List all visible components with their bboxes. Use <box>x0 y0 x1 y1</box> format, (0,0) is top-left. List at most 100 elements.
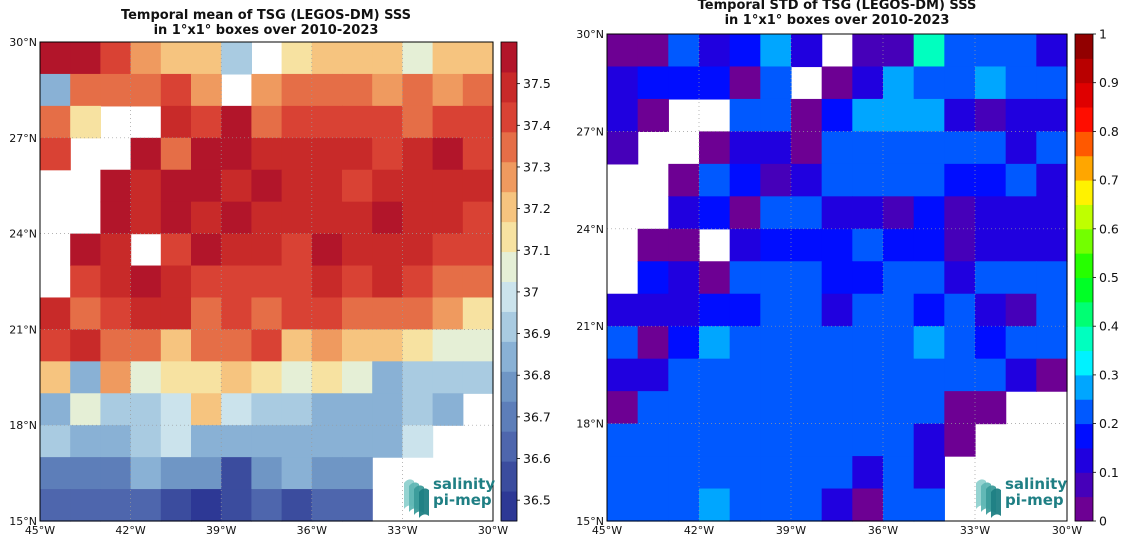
mean-grid-cell <box>251 169 283 203</box>
std-grid-cell <box>760 488 792 522</box>
std-grid-cell <box>975 163 1007 197</box>
mean-grid-cell <box>432 42 464 75</box>
mean-grid-cell <box>311 329 343 362</box>
mean-grid-cell <box>70 489 101 522</box>
std-grid-cell <box>913 358 945 392</box>
mean-grid-cell <box>251 329 283 362</box>
mean-grid-cell <box>342 169 373 203</box>
std-colorbar-tick-label: 0.1 <box>1099 465 1119 480</box>
mean-grid-cell <box>402 393 434 426</box>
mean-grid-cell <box>281 201 313 235</box>
std-grid-cell <box>699 34 731 68</box>
std-grid-cell <box>913 391 945 425</box>
std-grid-cell <box>913 163 945 197</box>
mean-grid-cell <box>462 297 494 330</box>
mean-grid-cell <box>70 329 101 362</box>
std-colorbar-swatch <box>1075 155 1093 181</box>
mean-grid-cell <box>402 233 434 267</box>
std-grid-cell <box>821 163 853 197</box>
pi-mep-waves-icon <box>976 479 1001 518</box>
std-colorbar-swatch <box>1075 423 1093 449</box>
std-grid-cell <box>944 423 976 457</box>
mean-grid-cell <box>70 233 101 267</box>
mean-grid-cell <box>402 329 434 362</box>
mean-grid-cell <box>130 265 162 299</box>
std-colorbar-tick-label: 0.8 <box>1099 124 1119 139</box>
mean-grid-cell <box>130 329 162 362</box>
std-colorbar-tick-label: 0 <box>1099 514 1107 529</box>
mean-grid-cell <box>191 265 222 299</box>
std-colorbar-swatch <box>1075 447 1093 473</box>
mean-grid-cell <box>311 201 343 235</box>
mean-grid-cell <box>281 297 313 330</box>
std-y-axis: 15°N 18°N 21°N 24°N 27°N 30°N <box>576 28 604 528</box>
std-colorbar-swatch <box>1075 58 1093 84</box>
mean-grid-cell <box>221 137 252 171</box>
mean-grid-cell <box>40 42 71 75</box>
mean-grid-cell <box>40 457 71 490</box>
mean-grid-cell <box>402 425 434 458</box>
mean-x-tick-label: 42°W <box>115 524 145 537</box>
std-grid-cell <box>1036 66 1068 100</box>
std-grid-cell <box>852 163 884 197</box>
mean-colorbar-tick-label: 37.1 <box>523 243 551 258</box>
std-grid-cell <box>607 98 639 132</box>
mean-grid-cell <box>221 297 252 330</box>
std-grid-cell <box>883 131 915 165</box>
std-grid-cell <box>760 261 792 295</box>
std-grid-cell <box>607 391 639 425</box>
std-sss-panel: Temporal STD of TSG (LEGOS-DM) SSS in 1°… <box>576 0 1119 537</box>
mean-grid-cell <box>191 73 222 107</box>
std-grid-cell <box>852 34 884 68</box>
std-grid-cell <box>699 131 731 165</box>
std-grid-cell <box>852 261 884 295</box>
std-grid-cell <box>913 423 945 457</box>
std-grid-cell <box>944 228 976 262</box>
std-grid-cell <box>1005 326 1037 360</box>
mean-grid-cell <box>221 329 252 362</box>
mean-grid-cell <box>402 105 434 139</box>
std-grid-cell <box>975 261 1007 295</box>
mean-grid-cell <box>311 297 343 330</box>
std-grid-cell <box>607 358 639 392</box>
mean-grid-cell <box>281 169 313 203</box>
std-grid-cell <box>760 456 792 490</box>
pi-mep-waves-icon <box>404 479 429 518</box>
std-colorbar-tick-label: 0.5 <box>1099 270 1119 285</box>
std-grid-cell <box>852 131 884 165</box>
std-grid-cell <box>821 423 853 457</box>
mean-colorbar-tick-label: 36.5 <box>523 493 551 508</box>
mean-grid-cell <box>462 329 494 362</box>
mean-grid-cell <box>372 42 403 75</box>
std-grid-cell <box>637 66 669 100</box>
std-grid-cell <box>821 293 853 327</box>
std-gridlines <box>607 34 1067 521</box>
mean-grid-cell <box>402 361 434 394</box>
std-panel-title: Temporal STD of TSG (LEGOS-DM) SSS <box>698 0 977 13</box>
std-grid-cell <box>1036 261 1068 295</box>
mean-grid-cell <box>402 42 434 75</box>
std-grid-cell <box>760 98 792 132</box>
mean-colorbar-swatch <box>501 71 517 103</box>
mean-grid-cell <box>160 42 192 75</box>
std-grid-cell <box>699 391 731 425</box>
std-panel-subtitle: in 1°x1° boxes over 2010-2023 <box>725 13 950 28</box>
std-grid-cell <box>852 228 884 262</box>
std-grid-cell <box>821 326 853 360</box>
mean-grid-cell <box>311 169 343 203</box>
mean-grid-cell <box>311 265 343 299</box>
std-grid-cell <box>1036 163 1068 197</box>
std-grid-cell <box>944 358 976 392</box>
mean-grid-cell <box>160 201 192 235</box>
mean-grid-cell <box>342 425 373 458</box>
mean-grid-cell <box>160 73 192 107</box>
mean-grid-cell <box>251 393 283 426</box>
mean-grid-cell <box>342 265 373 299</box>
mean-grid-cell <box>191 105 222 139</box>
std-x-tick-label: 42°W <box>684 524 714 537</box>
std-grid-cell <box>944 163 976 197</box>
mean-grid-cell <box>130 73 162 107</box>
mean-grid-cell <box>191 233 222 267</box>
std-y-tick-label: 27°N <box>576 125 604 138</box>
std-grid-cell <box>729 456 761 490</box>
